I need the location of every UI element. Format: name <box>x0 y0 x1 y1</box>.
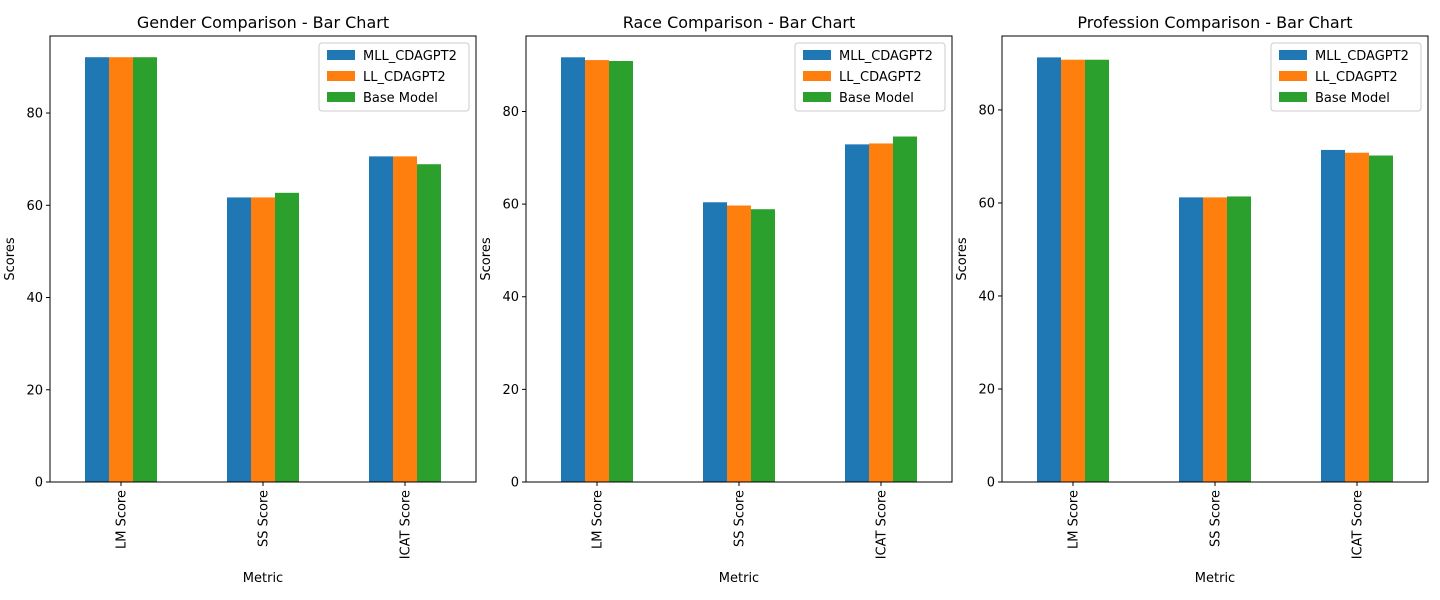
chart-panel-1: 0 20 40 60 80 LM Score SS Score ICAT Score Gende… <box>3 13 477 586</box>
legend-swatch <box>803 71 831 81</box>
legend-swatch <box>1279 92 1307 102</box>
legend-entry: Base Model <box>363 91 438 106</box>
chart-title: Gender Comparison - Bar Chart <box>137 13 389 32</box>
bar <box>845 144 869 482</box>
y-axis-label: Scores <box>479 237 494 280</box>
chart-title: Profession Comparison - Bar Chart <box>1077 13 1352 32</box>
bar <box>133 57 157 482</box>
bar <box>893 136 917 482</box>
chart-title: Race Comparison - Bar Chart <box>623 13 855 32</box>
bar <box>1085 59 1109 482</box>
y-axis-label: Scores <box>3 237 18 280</box>
chart-panel-2: 0 20 40 60 80 LM Score SS Score ICAT Score Race … <box>479 13 953 586</box>
bar <box>1061 59 1085 482</box>
y-tick-label: 0 <box>987 476 995 491</box>
bar <box>869 143 893 482</box>
legend: MLL_CDAGPT2 LL_CDAGPT2 Base Model <box>318 42 470 112</box>
legend-box <box>1270 42 1422 112</box>
y-axis-label: Scores <box>955 237 970 280</box>
y-tick-label: 60 <box>502 198 519 213</box>
bar <box>393 156 417 482</box>
legend: MLL_CDAGPT2 LL_CDAGPT2 Base Model <box>1270 42 1422 112</box>
bar <box>1321 149 1345 482</box>
legend-entry: MLL_CDAGPT2 <box>363 49 457 64</box>
legend-swatch <box>803 50 831 60</box>
bar <box>561 57 585 483</box>
legend-box <box>794 42 946 112</box>
bar <box>369 156 393 482</box>
legend-entry: LL_CDAGPT2 <box>363 70 446 85</box>
y-tick-label: 60 <box>26 199 43 214</box>
y-tick-label: 80 <box>26 107 43 122</box>
legend-box <box>318 42 470 112</box>
y-tick-label: 0 <box>511 476 519 491</box>
x-tick-label: LM Score <box>591 490 606 549</box>
bar <box>251 197 275 482</box>
legend-entry: Base Model <box>1315 91 1390 106</box>
x-tick-label: ICAT Score <box>399 490 414 559</box>
bar <box>585 60 609 482</box>
bar <box>1203 197 1227 482</box>
y-tick-label: 20 <box>26 383 43 398</box>
legend-swatch <box>1279 71 1307 81</box>
x-tick-label: ICAT Score <box>1351 490 1366 559</box>
legend-swatch <box>803 92 831 102</box>
x-tick-label: SS Score <box>1209 490 1224 547</box>
bar <box>609 61 633 482</box>
y-tick-label: 40 <box>978 289 995 304</box>
bar <box>85 57 109 482</box>
y-tick-label: 0 <box>35 476 43 491</box>
x-tick-label: LM Score <box>115 490 130 549</box>
legend-entry: LL_CDAGPT2 <box>839 70 922 85</box>
y-tick-label: 40 <box>26 291 43 306</box>
legend-swatch <box>327 92 355 102</box>
x-axis-label: Metric <box>243 571 283 586</box>
y-tick-label: 20 <box>502 383 519 398</box>
bar <box>109 57 133 482</box>
legend-entry: LL_CDAGPT2 <box>1315 70 1398 85</box>
y-tick-label: 60 <box>978 196 995 211</box>
bar <box>275 192 299 482</box>
y-tick-label: 20 <box>978 382 995 397</box>
bar <box>227 197 251 482</box>
bar <box>417 164 441 482</box>
x-tick-label: LM Score <box>1067 490 1082 549</box>
bar <box>1179 197 1203 482</box>
y-tick-label: 80 <box>978 103 995 118</box>
bar <box>1227 196 1251 482</box>
bar <box>751 209 775 482</box>
bar <box>727 205 751 482</box>
legend-swatch <box>327 50 355 60</box>
x-axis-label: Metric <box>719 571 759 586</box>
legend-entry: Base Model <box>839 91 914 106</box>
legend: MLL_CDAGPT2 LL_CDAGPT2 Base Model <box>794 42 946 112</box>
bar <box>1037 57 1061 482</box>
bar <box>1369 155 1393 482</box>
bar <box>703 202 727 482</box>
chart-panel-3: 0 20 40 60 80 LM Score SS Score ICAT Score Profe… <box>955 13 1429 586</box>
legend-swatch <box>327 71 355 81</box>
y-tick-label: 40 <box>502 290 519 305</box>
legend-entry: MLL_CDAGPT2 <box>839 49 933 64</box>
x-tick-label: SS Score <box>733 490 748 547</box>
y-tick-label: 80 <box>502 105 519 120</box>
legend-swatch <box>1279 50 1307 60</box>
bar <box>1345 152 1369 483</box>
legend-entry: MLL_CDAGPT2 <box>1315 49 1409 64</box>
x-axis-label: Metric <box>1195 571 1235 586</box>
x-tick-label: SS Score <box>257 490 272 547</box>
x-tick-label: ICAT Score <box>875 490 890 559</box>
